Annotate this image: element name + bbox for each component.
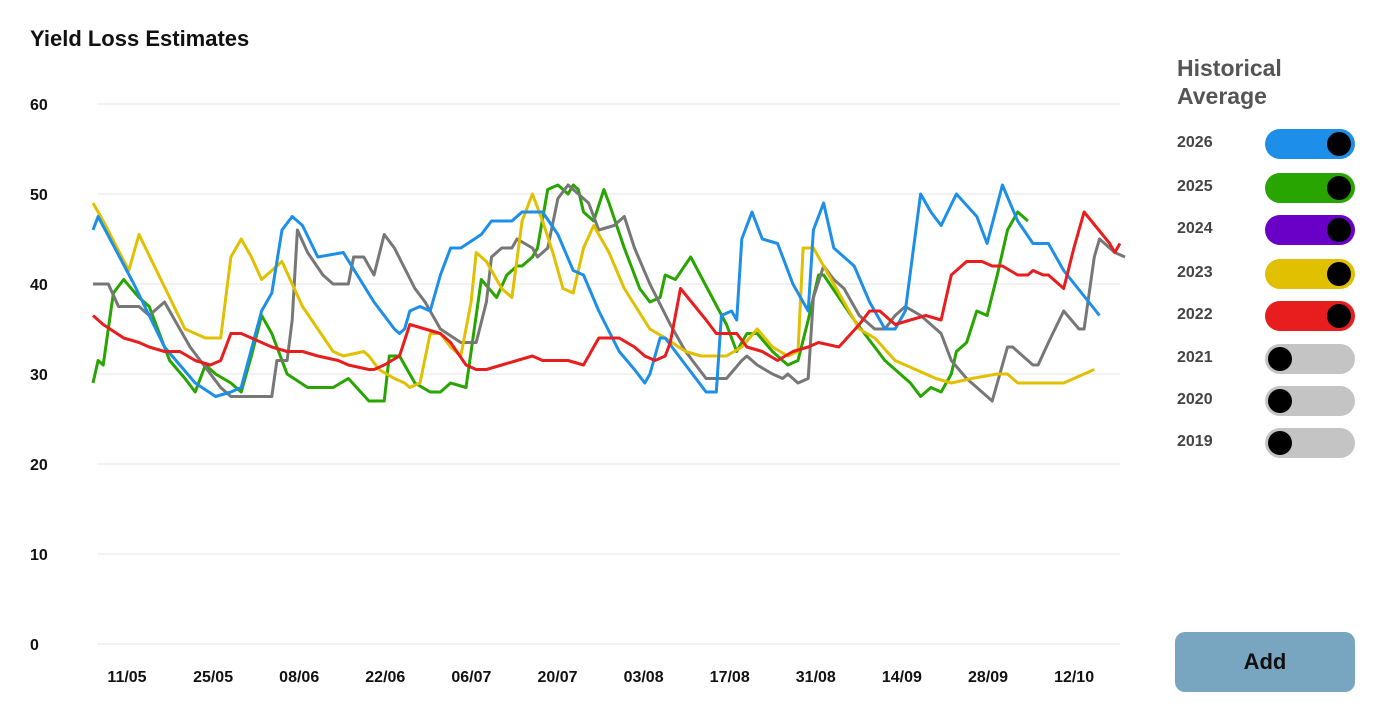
series-line-2026 [91,183,1101,398]
legend: Historical Average 2026 2025 2024 2023 2022 2… [1177,54,1362,458]
x-tick-label: 31/08 [796,669,836,686]
legend-item-2021: 2021 [1177,344,1357,374]
x-tick-label: 12/10 [1054,669,1094,686]
legend-item-2020: 2020 [1177,386,1357,416]
toggle-knob [1327,262,1351,286]
legend-item-2023: 2023 [1177,259,1357,289]
toggle-2023[interactable] [1265,259,1355,289]
legend-title: Historical Average [1177,55,1282,109]
series-lines [91,183,1126,403]
toggle-2022[interactable] [1265,301,1355,331]
series-line-2022 [92,210,1122,371]
legend-label: 2022 [1177,306,1213,323]
legend-item-2024: 2024 [1177,215,1357,245]
toggle-2026[interactable] [1265,129,1355,159]
toggle-knob [1327,218,1351,242]
series-line-2023 [91,192,1095,389]
x-tick-label: 08/06 [279,669,319,686]
legend-item-2019: 2019 [1177,428,1357,458]
y-tick-label: 40 [30,277,48,294]
chart-plot: 0 10 20 30 40 50 60 11/05 25/05 08/06 22/06 06/07 2… [30,97,1126,686]
x-tick-label: 28/09 [968,669,1008,686]
legend-label: 2020 [1177,391,1213,408]
y-tick-label: 20 [30,457,48,474]
legend-item-2026: 2026 [1177,129,1357,159]
y-tick-label: 50 [30,187,48,204]
x-tick-label: 03/08 [624,669,664,686]
series-line-2025 [91,183,1029,403]
toggle-knob [1327,176,1351,200]
y-tick-label: 60 [30,97,48,114]
x-tick-label: 11/05 [107,669,146,686]
y-tick-label: 10 [30,547,48,564]
x-tick-label: 25/05 [193,669,233,686]
y-tick-label: 30 [30,367,48,384]
x-tick-label: 20/07 [537,669,577,686]
toggle-knob [1268,347,1292,371]
toggle-2021[interactable] [1265,344,1355,374]
legend-label: 2026 [1177,134,1213,151]
y-tick-label: 0 [30,637,39,654]
toggle-2025[interactable] [1265,173,1355,203]
toggle-knob [1268,431,1292,455]
chart-title: Yield Loss Estimates [30,26,250,51]
legend-item-2025: 2025 [1177,173,1357,203]
legend-item-2022: 2022 [1177,301,1357,331]
x-tick-label: 17/08 [710,669,750,686]
add-button[interactable]: Add [1175,632,1355,692]
toggle-knob [1327,304,1351,328]
legend-label: 2023 [1177,264,1213,281]
legend-label: 2025 [1177,178,1213,195]
legend-label: 2019 [1177,433,1213,450]
legend-label: 2021 [1177,349,1213,366]
toggle-2019[interactable] [1265,428,1355,458]
x-tick-label: 14/09 [882,669,922,686]
series-line-2021 [93,183,1126,403]
legend-label: 2024 [1177,220,1213,237]
toggle-knob [1327,132,1351,156]
toggle-2024[interactable] [1265,215,1355,245]
y-axis-ticks: 0 10 20 30 40 50 60 [30,97,48,654]
toggle-knob [1268,389,1292,413]
grid-lines [97,103,1120,645]
x-tick-label: 06/07 [451,669,491,686]
toggle-2020[interactable] [1265,386,1355,416]
x-tick-label: 22/06 [365,669,405,686]
x-axis-ticks: 11/05 25/05 08/06 22/06 06/07 20/07 03/08 17/08… [107,669,1094,686]
